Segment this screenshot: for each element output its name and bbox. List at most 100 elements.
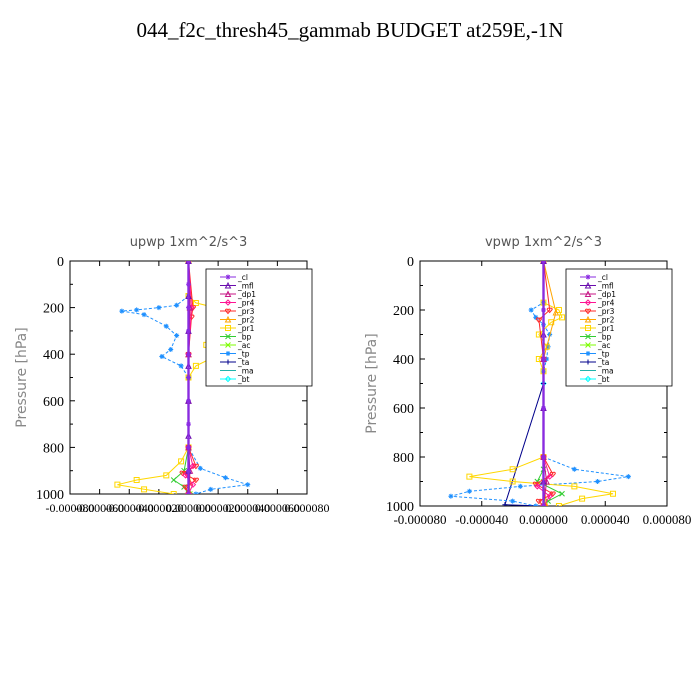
legend-marker bbox=[584, 375, 592, 383]
data-point-tp bbox=[533, 314, 539, 320]
data-point-pr1 bbox=[509, 466, 516, 473]
legend-label: _ma bbox=[597, 367, 614, 376]
data-point-pr1 bbox=[141, 486, 148, 493]
legend-marker bbox=[224, 375, 232, 383]
data-point-pr1 bbox=[114, 481, 121, 488]
y-tick-label: 200 bbox=[393, 304, 414, 319]
x-tick-label: 0.000040 bbox=[581, 512, 630, 527]
x-tick-label: 0.000060 bbox=[255, 501, 300, 515]
legend-marker bbox=[225, 359, 231, 365]
legend-box bbox=[205, 268, 313, 387]
legend-marker bbox=[584, 315, 592, 323]
legend-label: _mfl bbox=[597, 282, 614, 291]
data-point-cl bbox=[186, 398, 191, 404]
data-point-tp bbox=[174, 333, 180, 339]
legend-marker bbox=[224, 281, 232, 289]
series-line-pr1 bbox=[117, 261, 222, 494]
y-tick-label: 0 bbox=[407, 255, 414, 270]
x-tick-label: -0.000080 bbox=[393, 512, 446, 527]
legend-label: _mfl bbox=[237, 282, 254, 291]
y-tick-label: 400 bbox=[393, 353, 414, 368]
data-point-pr1 bbox=[170, 491, 177, 494]
legend-label: _tp bbox=[597, 350, 610, 359]
x-tick-label: -0.000040 bbox=[455, 512, 508, 527]
data-point-tp bbox=[510, 498, 516, 504]
data-point-pr3 bbox=[535, 317, 542, 324]
data-point-pr1 bbox=[609, 490, 616, 497]
data-point-pr1 bbox=[466, 473, 473, 480]
legend-label: _cl bbox=[237, 273, 248, 282]
data-point-tp bbox=[197, 465, 203, 471]
data-point-tp bbox=[134, 307, 140, 313]
y-tick-label: 800 bbox=[43, 441, 64, 456]
y-tick-label: 1000 bbox=[386, 500, 414, 515]
x-tick-label: -0.000080 bbox=[46, 501, 95, 515]
data-point-bp bbox=[559, 490, 565, 497]
data-point-cl bbox=[186, 444, 191, 450]
legend-label: _pr2 bbox=[597, 316, 615, 325]
legend-marker bbox=[225, 342, 231, 348]
data-point-pr1 bbox=[192, 299, 199, 306]
x-tick-label: 0.000000 bbox=[166, 501, 211, 515]
legend-label: _bt bbox=[597, 375, 610, 384]
data-point-pr4 bbox=[546, 473, 553, 480]
y-tick-label: 0 bbox=[57, 255, 64, 270]
data-point-cl bbox=[186, 281, 191, 287]
chart-panel-vpwp: vpwp 1xm^2/s^3 Pressure [hPa] 0 200 400 600 80… bbox=[364, 235, 691, 527]
data-point-pr1 bbox=[555, 503, 562, 506]
y-axis-label: Pressure [hPa] bbox=[364, 333, 380, 433]
data-point-pr3 bbox=[549, 491, 556, 498]
data-point-tp bbox=[223, 475, 229, 481]
legend-label: _dp1 bbox=[237, 290, 256, 299]
data-point-tp bbox=[178, 363, 184, 369]
series-line-pr3 bbox=[181, 261, 197, 494]
legend-box bbox=[565, 268, 673, 387]
data-point-cl bbox=[541, 454, 546, 460]
x-tick-label: -0.000020 bbox=[134, 501, 183, 515]
legend-marker bbox=[224, 299, 232, 306]
data-point-pr4 bbox=[534, 483, 541, 490]
legend-label: _cl bbox=[597, 273, 608, 282]
data-point-pr1 bbox=[579, 495, 586, 502]
legend-marker bbox=[585, 359, 591, 365]
chart-panel-upwp: upwp 1xm^2/s^3 Pressure [hPa] 0 200 400 600 80… bbox=[14, 235, 330, 515]
data-point-pr3 bbox=[546, 307, 553, 314]
data-point-pr1 bbox=[548, 319, 555, 326]
data-point-pr1 bbox=[163, 472, 170, 479]
legend-label: _pr1 bbox=[597, 324, 615, 333]
legend-marker bbox=[585, 351, 591, 356]
data-point-tp bbox=[163, 323, 169, 329]
legend-label: _pr2 bbox=[237, 316, 255, 325]
legend-marker bbox=[225, 274, 231, 280]
data-point-pr4 bbox=[189, 462, 197, 470]
legend-marker bbox=[225, 351, 231, 356]
y-tick-label: 200 bbox=[43, 302, 64, 317]
legend-marker bbox=[584, 281, 592, 289]
data-point-pr1 bbox=[509, 478, 516, 485]
legend-marker bbox=[585, 274, 591, 280]
legend-marker bbox=[224, 290, 232, 297]
data-point-tp bbox=[545, 344, 551, 350]
data-point-cl bbox=[186, 491, 191, 494]
data-point-pr3 bbox=[179, 470, 186, 477]
data-point-tp bbox=[571, 466, 577, 472]
data-point-pr4 bbox=[185, 490, 192, 494]
x-tick-label: -0.000060 bbox=[75, 501, 124, 515]
data-point-pr1 bbox=[192, 362, 199, 369]
data-point-pr3 bbox=[535, 498, 542, 505]
legend-label: _pr3 bbox=[237, 307, 255, 316]
data-point-pr3 bbox=[192, 477, 199, 484]
data-point-pr4 bbox=[189, 481, 197, 488]
data-point-tp bbox=[448, 493, 454, 499]
data-point-cl bbox=[541, 356, 546, 362]
x-tick-label: 0.000000 bbox=[519, 512, 568, 527]
legend-label: _pr3 bbox=[597, 307, 615, 316]
data-point-cl bbox=[186, 305, 191, 311]
y-tick-label: 600 bbox=[43, 395, 64, 410]
data-point-pr2 bbox=[552, 308, 560, 316]
legend-label: _tp bbox=[237, 350, 250, 359]
data-point-tp bbox=[168, 347, 174, 353]
legend-marker bbox=[225, 325, 231, 331]
data-point-cl bbox=[186, 421, 191, 427]
